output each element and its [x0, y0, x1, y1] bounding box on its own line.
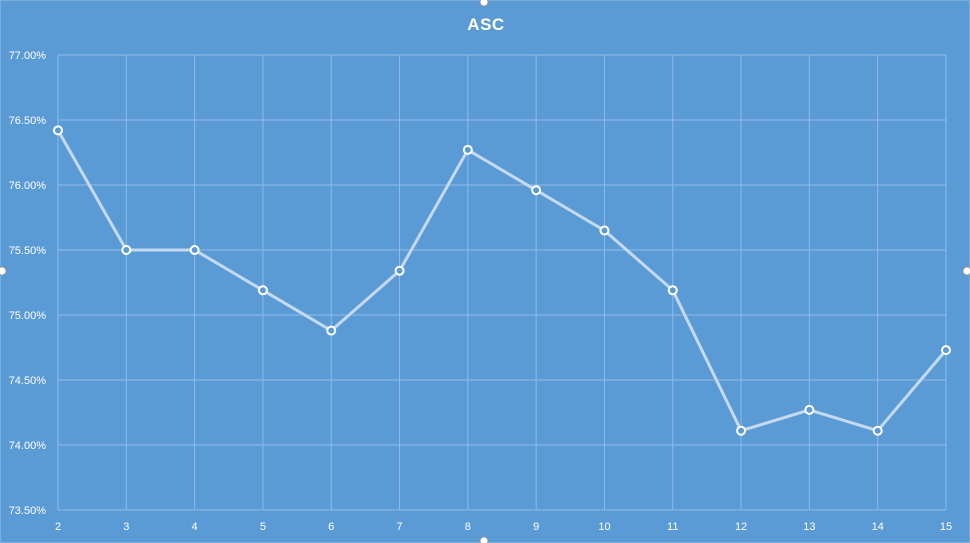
data-point	[531, 185, 542, 196]
y-axis-ticks: 73.50% 74.00% 74.50% 75.00% 75.50% 76.00% 76.5…	[9, 50, 47, 517]
x-tick-label: 8	[465, 521, 471, 533]
x-tick-label: 5	[260, 521, 266, 533]
y-tick-label: 77.00%	[9, 50, 47, 62]
data-point	[121, 245, 132, 255]
resize-handle	[479, 0, 489, 7]
data-point	[736, 425, 747, 436]
x-tick-label: 2	[55, 521, 61, 533]
x-tick-label: 13	[803, 521, 815, 533]
y-tick-label: 75.50%	[9, 245, 47, 257]
data-point	[394, 265, 405, 276]
resize-handle	[962, 266, 970, 276]
x-tick-label: 4	[192, 521, 198, 533]
x-tick-label: 3	[123, 521, 129, 533]
data-point	[326, 325, 337, 336]
x-tick-label: 10	[598, 521, 610, 533]
y-tick-label: 76.00%	[9, 180, 47, 192]
y-tick-label: 76.50%	[9, 115, 47, 127]
x-tick-label: 6	[328, 521, 334, 533]
x-axis-ticks: 2 3 4 5 6 7 8 9 10 11 12 13 14 15	[55, 521, 952, 533]
data-point	[599, 225, 610, 236]
x-tick-label: 12	[735, 521, 747, 533]
data-point	[804, 404, 815, 415]
y-tick-label: 74.50%	[9, 375, 47, 387]
data-point	[941, 345, 951, 356]
gridlines	[57, 54, 947, 511]
data-point	[53, 125, 63, 136]
y-tick-label: 75.00%	[9, 310, 47, 322]
y-tick-label: 73.50%	[9, 505, 47, 517]
x-tick-label: 11	[667, 521, 678, 533]
x-tick-label: 15	[940, 521, 952, 533]
x-tick-label: 7	[396, 521, 402, 533]
x-tick-label: 14	[872, 521, 884, 533]
data-point	[667, 285, 678, 296]
series-line-path	[56, 129, 948, 433]
x-tick-label: 9	[533, 521, 539, 533]
data-point	[872, 425, 883, 436]
data-point	[257, 285, 268, 296]
resize-handle	[479, 536, 489, 543]
series-points	[53, 125, 951, 436]
data-point	[462, 144, 473, 155]
y-tick-label: 74.00%	[9, 440, 47, 452]
resize-handle	[0, 266, 7, 276]
data-point	[189, 245, 200, 255]
series-line	[56, 129, 948, 433]
chart-title: ASC	[467, 15, 505, 34]
